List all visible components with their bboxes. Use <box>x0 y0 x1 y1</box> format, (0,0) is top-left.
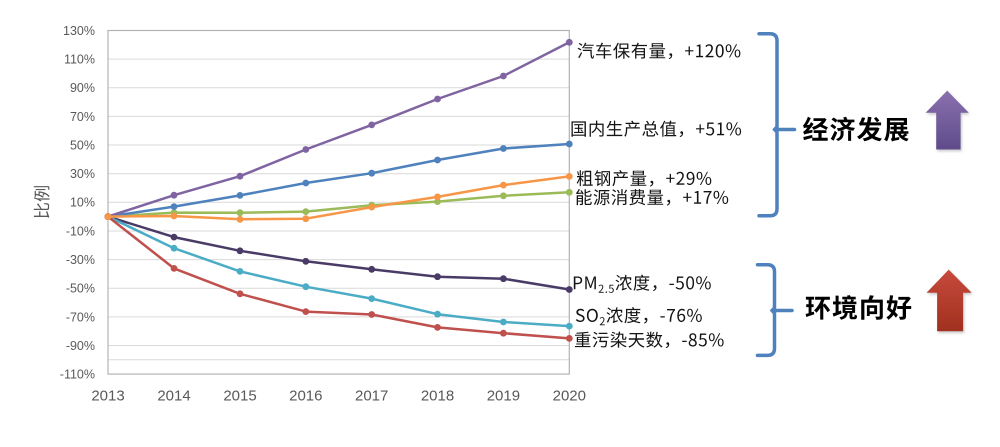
svg-text:-10%: -10% <box>66 224 95 238</box>
svg-text:90%: 90% <box>70 81 95 95</box>
svg-text:50%: 50% <box>70 138 95 152</box>
svg-text:70%: 70% <box>70 110 95 124</box>
svg-text:2016: 2016 <box>289 388 322 405</box>
svg-text:-30%: -30% <box>66 253 95 267</box>
svg-text:-70%: -70% <box>66 310 95 324</box>
svg-text:110%: 110% <box>64 53 95 67</box>
svg-text:2014: 2014 <box>157 388 190 405</box>
svg-text:-50%: -50% <box>66 282 95 296</box>
svg-text:2015: 2015 <box>223 388 256 405</box>
svg-text:10%: 10% <box>70 196 95 210</box>
svg-text:2018: 2018 <box>421 388 454 405</box>
svg-text:-90%: -90% <box>66 339 95 353</box>
svg-text:-110%: -110% <box>60 368 95 382</box>
svg-text:2017: 2017 <box>355 388 388 405</box>
svg-text:2019: 2019 <box>487 388 520 405</box>
svg-text:2013: 2013 <box>91 388 124 405</box>
svg-text:2020: 2020 <box>553 388 586 405</box>
svg-text:130%: 130% <box>63 24 95 38</box>
svg-text:30%: 30% <box>70 167 95 181</box>
